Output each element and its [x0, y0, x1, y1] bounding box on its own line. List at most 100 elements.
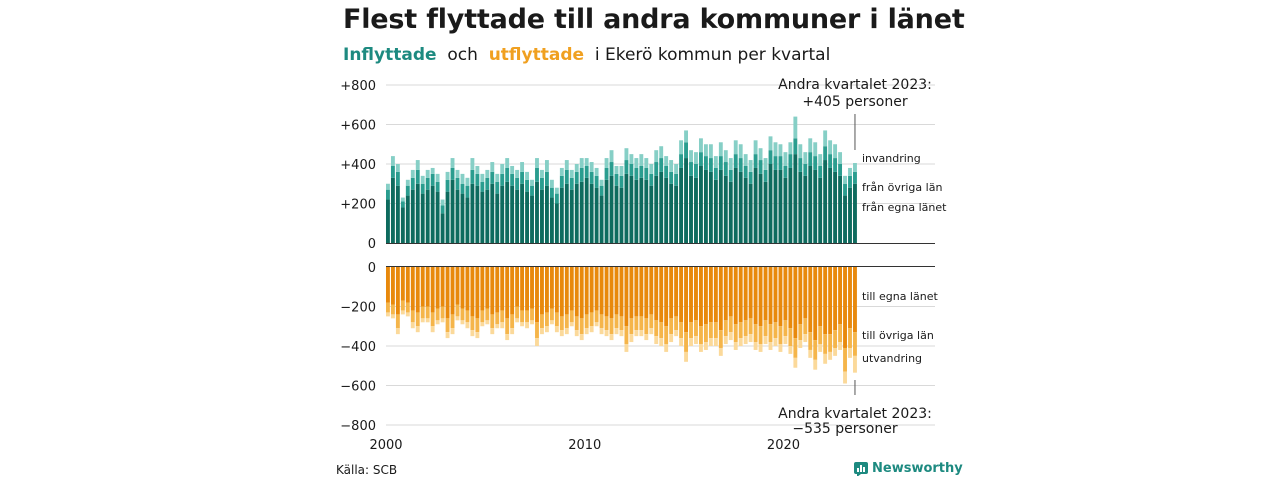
- outflow-bar-segment: [574, 267, 579, 317]
- inflow-bar-segment: [728, 169, 733, 182]
- inflow-bar-segment: [405, 195, 410, 243]
- inflow-bar-segment: [808, 138, 813, 153]
- outflow-bar-segment: [694, 267, 698, 321]
- outflow-bar-segment: [793, 357, 798, 368]
- outflow-bar-segment: [505, 267, 510, 319]
- inflow-bar-segment: [763, 169, 768, 182]
- inflow-bar-segment: [773, 142, 778, 157]
- inflow-bar-segment: [390, 165, 395, 178]
- inflow-bar-segment: [748, 171, 753, 184]
- inflow-bar-segment: [510, 185, 515, 243]
- outflow-bar-segment: [569, 322, 574, 327]
- outflow-bar-segment: [460, 267, 465, 309]
- outflow-bar-segment: [510, 267, 515, 315]
- outflow-bar-segment: [535, 267, 539, 323]
- outflow-bar-segment: [535, 322, 539, 339]
- outflow-bar-segment: [753, 342, 758, 350]
- outflow-bar-segment: [828, 351, 833, 360]
- outflow-bar-segment: [684, 332, 688, 352]
- outflow-bar-segment: [758, 326, 763, 345]
- outflow-bar-segment: [544, 267, 549, 313]
- y-tick-label: 0: [368, 261, 376, 276]
- outflow-bar-segment: [619, 267, 624, 317]
- inflow-bar-segment: [395, 185, 400, 243]
- inflow-bar-segment: [738, 144, 743, 159]
- inflow-bar-segment: [505, 167, 510, 182]
- outflow-bar-segment: [445, 332, 450, 339]
- outflow-bar-segment: [520, 322, 525, 327]
- inflow-bar-segment: [828, 167, 833, 243]
- inflow-bar-segment: [699, 152, 703, 166]
- inflow-bar-segment: [525, 179, 529, 192]
- outflow-bar-segment: [629, 267, 634, 319]
- inflow-bar-segment: [415, 169, 420, 184]
- outflow-bar-segment: [584, 267, 589, 315]
- inflow-bar-segment: [589, 171, 594, 184]
- outflow-bar-segment: [579, 334, 584, 341]
- inflow-bar-segment: [853, 171, 857, 184]
- outflow-bar-segment: [400, 300, 405, 311]
- outflow-bar-segment: [728, 267, 733, 317]
- inflow-bar-segment: [549, 179, 554, 188]
- outflow-bar-segment: [713, 338, 718, 346]
- inflow-bar-segment: [535, 167, 539, 182]
- outflow-bar-segment: [838, 342, 843, 350]
- inflow-bar-segment: [674, 185, 679, 243]
- outflow-bar-segment: [783, 336, 788, 345]
- outflow-bar-segment: [793, 338, 798, 358]
- outflow-bar-segment: [465, 267, 470, 311]
- outflow-bar-segment: [574, 330, 579, 337]
- outflow-bar-segment: [624, 267, 629, 327]
- inflow-bar-segment: [639, 154, 644, 166]
- inflow-bar-segment: [510, 173, 515, 186]
- outflow-bar-segment: [684, 267, 688, 333]
- outflow-bar-segment: [465, 310, 470, 323]
- inflow-bar-segment: [828, 154, 833, 168]
- outflow-bar-segment: [649, 328, 654, 335]
- inflow-bar-segment: [390, 177, 395, 243]
- inflow-bar-segment: [713, 156, 718, 168]
- inflow-bar-segment: [495, 181, 500, 194]
- outflow-bar-segment: [470, 267, 475, 317]
- inflow-bar-segment: [713, 179, 718, 243]
- outflow-bar-segment: [510, 328, 515, 335]
- inflow-bar-segment: [480, 191, 485, 243]
- inflow-bar-segment: [778, 144, 783, 157]
- y-tick-label: −600: [340, 380, 376, 395]
- inflow-bar-segment: [788, 167, 793, 243]
- outflow-bar-segment: [783, 267, 788, 321]
- outflow-bar-segment: [743, 267, 748, 321]
- inflow-bar-segment: [475, 165, 480, 174]
- outflow-bar-segment: [843, 267, 847, 348]
- inflow-bar-segment: [833, 144, 838, 159]
- outflow-bar-segment: [500, 310, 505, 323]
- outflow-bar-segment: [699, 344, 703, 352]
- outflow-bar-segment: [708, 338, 713, 346]
- outflow-bar-segment: [703, 267, 708, 325]
- inflow-bar-segment: [669, 160, 674, 172]
- outflow-bar-segment: [718, 267, 723, 331]
- inflow-bar-segment: [470, 169, 475, 184]
- outflow-bar-segment: [639, 330, 644, 337]
- outflow-bar-segment: [748, 334, 753, 343]
- outflow-bar-segment: [654, 267, 659, 321]
- outflow-bar-segment: [410, 322, 415, 329]
- inflow-bar-segment: [574, 171, 579, 184]
- inflow-bar-segment: [505, 158, 510, 168]
- inflow-bar-segment: [654, 150, 659, 163]
- inflow-bar-segment: [828, 140, 833, 155]
- outflow-bar-segment: [853, 267, 857, 333]
- outflow-bar-segment: [699, 267, 703, 327]
- subtitle-rest: i Ekerö kommun per kvartal: [594, 45, 831, 65]
- outflow-bar-segment: [689, 338, 693, 346]
- inflow-bar-segment: [813, 142, 818, 157]
- legend-label-fran-egna-lanet: från egna länet: [862, 201, 947, 214]
- inflow-bar-segment: [778, 169, 783, 243]
- outflow-bar-segment: [679, 267, 684, 323]
- inflow-bar-segment: [843, 183, 847, 196]
- outflow-bar-segment: [639, 316, 644, 331]
- inflow-bar-segment: [440, 213, 445, 244]
- outflow-bar-segment: [386, 267, 390, 303]
- outflow-bar-segment: [753, 267, 758, 325]
- inflow-bar-segment: [848, 167, 852, 176]
